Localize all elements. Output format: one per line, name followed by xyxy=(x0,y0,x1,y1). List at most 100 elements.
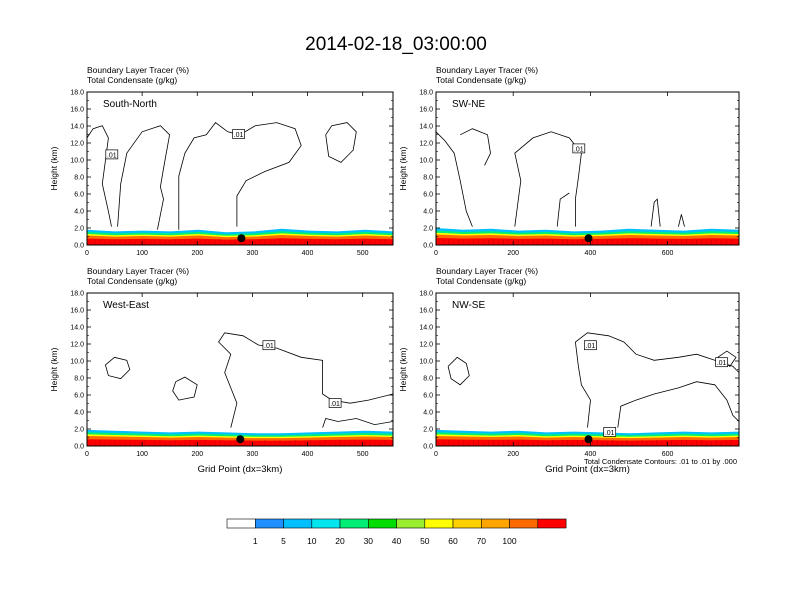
y-tick-label: 12.0 xyxy=(70,342,84,349)
condensate-contour xyxy=(218,332,394,428)
colorbar-label: 10 xyxy=(307,536,317,546)
y-axis-label: Height (km) xyxy=(49,347,59,391)
colorbar-swatch xyxy=(283,518,313,529)
panel-name: NW-SE xyxy=(452,300,485,311)
colorbar-swatch xyxy=(255,518,284,529)
y-tick-label: 2.0 xyxy=(74,226,84,233)
condensate-contour xyxy=(678,214,685,227)
contour-label-box xyxy=(603,427,617,437)
y-tick-label: 18.0 xyxy=(419,291,433,298)
panel-south-north: Boundary Layer Tracer (%)Total Condensat… xyxy=(49,65,394,257)
y-tick-label: 2.0 xyxy=(74,427,84,434)
y-tick-label: 6.0 xyxy=(423,393,433,400)
x-tick-label: 0 xyxy=(434,250,438,257)
panel-west-east: Boundary Layer Tracer (%)Total Condensat… xyxy=(49,266,394,475)
contour-note: Total Condensate Contours: .01 to .01 by… xyxy=(584,457,737,466)
y-tick-label: 6.0 xyxy=(423,192,433,199)
y-tick-label: 14.0 xyxy=(419,124,433,131)
y-tick-label: 18.0 xyxy=(419,90,433,97)
colorbar-swatch xyxy=(339,518,369,529)
x-tick-label: 0 xyxy=(85,250,89,257)
colorbar-label: 20 xyxy=(335,536,345,546)
colorbar-label: 30 xyxy=(364,536,374,546)
panel-header-line1: Boundary Layer Tracer (%) xyxy=(87,266,189,276)
contour-label-box xyxy=(328,398,342,408)
colorbar-swatch xyxy=(509,518,539,529)
x-tick-label: 200 xyxy=(191,250,203,257)
y-tick-label: 10.0 xyxy=(70,359,84,366)
condensate-contour xyxy=(650,198,661,227)
y-tick-label: 18.0 xyxy=(70,90,84,97)
y-tick-label: 4.0 xyxy=(74,410,84,417)
colorbar-label: 100 xyxy=(502,536,516,546)
y-tick-label: 18.0 xyxy=(70,291,84,298)
contour-label-box xyxy=(572,143,586,154)
panel-header-line2: Total Condensate (g/kg) xyxy=(87,75,177,85)
y-tick-label: 8.0 xyxy=(423,175,433,182)
condensate-contour xyxy=(325,122,357,163)
y-tick-label: 4.0 xyxy=(423,209,433,216)
colorbar-swatch xyxy=(396,518,426,529)
y-tick-label: 2.0 xyxy=(423,427,433,434)
x-tick-label: 200 xyxy=(507,451,519,458)
condensate-contour xyxy=(322,418,394,428)
x-tick-label: 100 xyxy=(136,451,148,458)
y-axis-label: Height (km) xyxy=(398,146,408,190)
y-axis-label: Height (km) xyxy=(398,347,408,391)
panel-header-line2: Total Condensate (g/kg) xyxy=(436,276,526,286)
colorbar: 1 5 10 20 30 40 50 60 70 100 xyxy=(226,518,567,546)
y-tick-label: 0.0 xyxy=(74,243,84,250)
y-tick-label: 10.0 xyxy=(419,158,433,165)
panel-header-line2: Total Condensate (g/kg) xyxy=(436,75,526,85)
y-tick-label: 2.0 xyxy=(423,226,433,233)
contour-label-box xyxy=(715,357,728,368)
condensate-contour xyxy=(435,131,473,227)
x-tick-label: 400 xyxy=(302,250,314,257)
contour-label-box xyxy=(262,340,276,351)
y-tick-label: 8.0 xyxy=(74,376,84,383)
x-tick-label: 500 xyxy=(357,451,369,458)
contour-label: .01 xyxy=(234,132,244,139)
contour-label-box xyxy=(584,340,597,351)
condensate-contour xyxy=(447,356,470,386)
x-tick-label: 0 xyxy=(85,451,89,458)
contour-label-box xyxy=(105,149,119,160)
colorbar-swatch xyxy=(367,518,397,529)
y-tick-label: 16.0 xyxy=(70,107,84,114)
x-tick-label: 400 xyxy=(302,451,314,458)
y-tick-label: 4.0 xyxy=(423,410,433,417)
contour-label: .01 xyxy=(264,343,274,350)
y-tick-label: 14.0 xyxy=(70,325,84,332)
y-tick-label: 16.0 xyxy=(419,107,433,114)
colorbar-swatch xyxy=(537,518,567,529)
condensate-contour xyxy=(117,125,171,230)
y-tick-label: 8.0 xyxy=(74,175,84,182)
y-tick-label: 12.0 xyxy=(419,141,433,148)
panel-name: South-North xyxy=(103,99,157,110)
colorbar-label: 5 xyxy=(281,536,286,546)
contour-label: .01 xyxy=(330,401,340,408)
colorbar-label: 1 xyxy=(253,536,258,546)
location-marker xyxy=(236,435,245,444)
y-tick-label: 8.0 xyxy=(423,376,433,383)
x-tick-label: 300 xyxy=(247,451,259,458)
panel-nw-se: Boundary Layer Tracer (%)Total Condensat… xyxy=(398,266,740,475)
condensate-contour xyxy=(617,381,740,428)
y-tick-label: 14.0 xyxy=(419,325,433,332)
x-tick-label: 200 xyxy=(191,451,203,458)
contour-label: .01 xyxy=(574,146,584,153)
x-axis-label: Grid Point (dx=3km) xyxy=(545,464,630,475)
x-tick-label: 600 xyxy=(662,451,674,458)
x-tick-label: 0 xyxy=(434,451,438,458)
y-tick-label: 12.0 xyxy=(70,141,84,148)
condensate-contour xyxy=(460,128,491,166)
y-tick-label: 0.0 xyxy=(423,243,433,250)
x-axis-label: Grid Point (dx=3km) xyxy=(198,464,283,475)
colorbar-label: 60 xyxy=(448,536,458,546)
x-tick-label: 400 xyxy=(585,451,597,458)
panels: Boundary Layer Tracer (%) Total Condensat… xyxy=(49,65,740,475)
contour-label: .01 xyxy=(717,360,727,367)
x-tick-label: 400 xyxy=(585,250,597,257)
panel-sw-ne: Boundary Layer Tracer (%)Total Condensat… xyxy=(398,65,740,257)
colorbar-swatch xyxy=(311,518,341,529)
